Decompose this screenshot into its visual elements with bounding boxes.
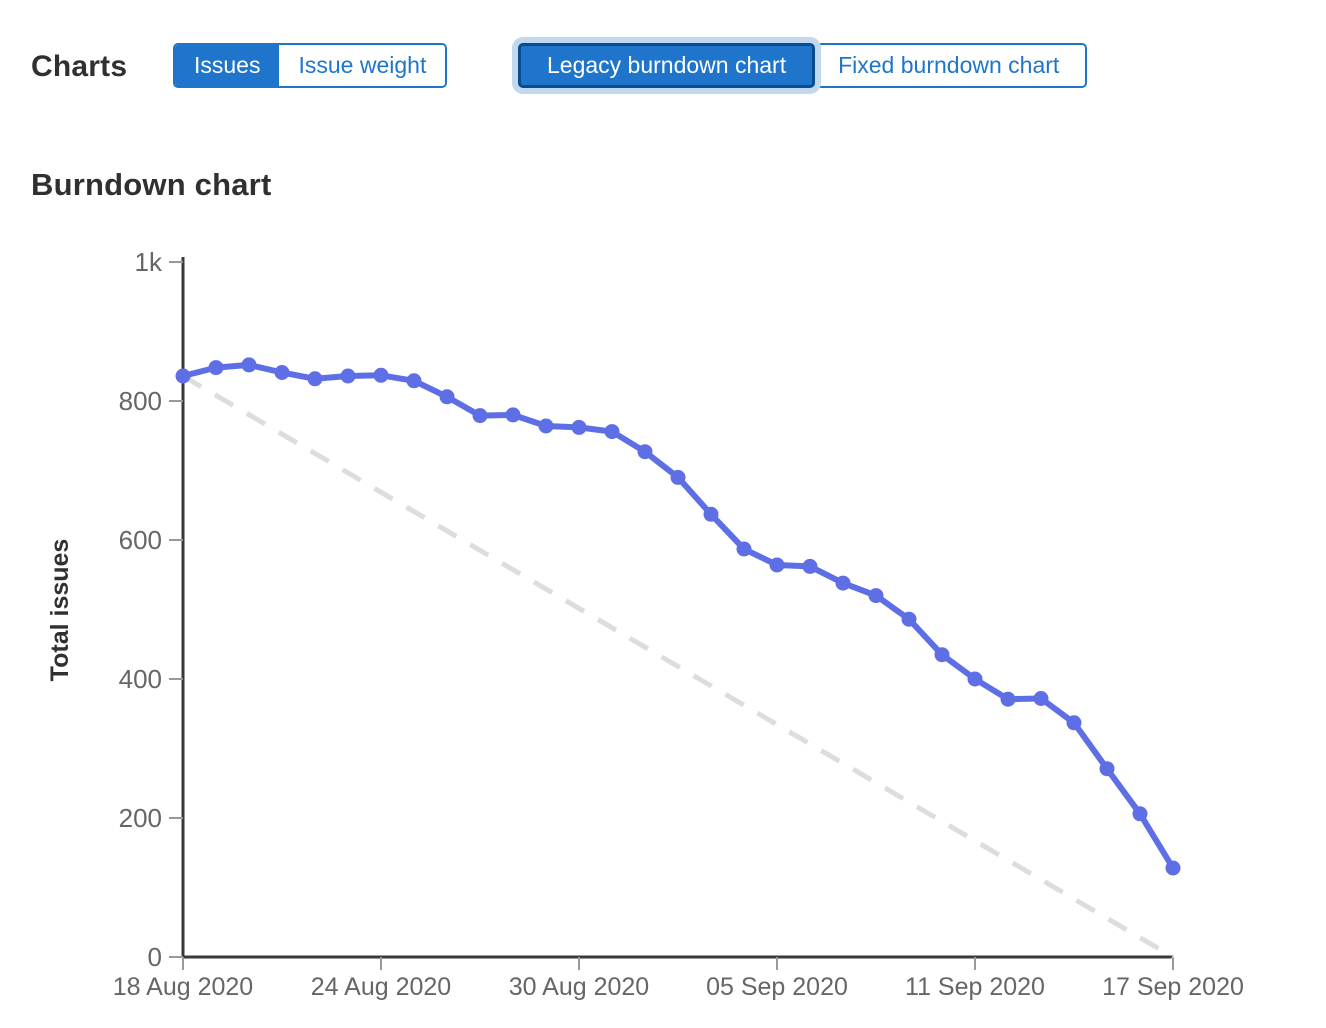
chart-axes: 0 200 400 600 800 1k 18 Aug 2020 24 Aug 2020 30 … bbox=[113, 247, 1244, 1001]
data-point[interactable] bbox=[901, 611, 917, 627]
x-tick-label: 05 Sep 2020 bbox=[706, 973, 848, 1001]
y-tick-label: 1k bbox=[135, 247, 163, 277]
data-point[interactable] bbox=[1000, 691, 1016, 707]
data-point[interactable] bbox=[538, 418, 554, 434]
y-axis-title: Total issues bbox=[46, 539, 74, 682]
data-point[interactable] bbox=[505, 407, 521, 423]
x-tick-label: 24 Aug 2020 bbox=[311, 973, 451, 1001]
data-point[interactable] bbox=[934, 647, 950, 663]
data-point[interactable] bbox=[307, 371, 323, 387]
data-point[interactable] bbox=[571, 419, 587, 435]
data-point[interactable] bbox=[670, 469, 686, 485]
data-point[interactable] bbox=[637, 444, 653, 460]
legacy-burndown-chart-button[interactable]: Legacy burndown chart bbox=[518, 43, 816, 88]
data-point[interactable] bbox=[406, 373, 422, 389]
data-point[interactable] bbox=[439, 389, 455, 405]
data-point[interactable] bbox=[604, 424, 620, 440]
y-tick-label: 200 bbox=[119, 803, 162, 833]
chart-type-toggle-group: Legacy burndown chart Fixed burndown cha… bbox=[518, 43, 1088, 88]
series-line bbox=[180, 361, 1176, 871]
guideline-layer bbox=[181, 373, 1175, 960]
data-point[interactable] bbox=[241, 357, 257, 373]
x-tick-label: 30 Aug 2020 bbox=[509, 973, 649, 1001]
data-point[interactable] bbox=[1099, 761, 1115, 777]
data-point[interactable] bbox=[208, 360, 224, 376]
data-point[interactable] bbox=[274, 365, 290, 380]
data-point[interactable] bbox=[1066, 715, 1082, 731]
x-tick-label: 17 Sep 2020 bbox=[1102, 973, 1244, 1001]
guideline bbox=[181, 373, 1175, 960]
y-tick-label: 600 bbox=[119, 525, 162, 555]
x-tick-label: 11 Sep 2020 bbox=[905, 973, 1045, 1001]
data-point[interactable] bbox=[868, 588, 884, 604]
y-tick-label: 0 bbox=[148, 942, 162, 972]
data-point[interactable] bbox=[835, 575, 851, 591]
issue-weight-button[interactable]: Issue weight bbox=[279, 45, 446, 86]
data-point[interactable] bbox=[1132, 806, 1148, 822]
issues-button[interactable]: Issues bbox=[175, 45, 280, 86]
data-point[interactable] bbox=[1033, 691, 1049, 706]
x-tick-label: 18 Aug 2020 bbox=[113, 973, 253, 1001]
data-point[interactable] bbox=[340, 368, 356, 384]
data-point[interactable] bbox=[175, 368, 191, 384]
page-title: Burndown chart bbox=[31, 167, 272, 202]
data-point[interactable] bbox=[769, 557, 785, 573]
charts-label: Charts bbox=[31, 50, 128, 83]
fixed-burndown-chart-button[interactable]: Fixed burndown chart bbox=[812, 43, 1088, 88]
data-point[interactable] bbox=[373, 367, 389, 383]
data-point[interactable] bbox=[736, 541, 752, 557]
metric-toggle-group: Issues Issue weight bbox=[173, 43, 448, 88]
series-layer bbox=[175, 357, 1181, 876]
data-point[interactable] bbox=[703, 506, 719, 522]
y-tick-label: 400 bbox=[119, 664, 162, 694]
data-point[interactable] bbox=[802, 558, 818, 574]
data-point[interactable] bbox=[967, 671, 983, 687]
data-point[interactable] bbox=[1165, 860, 1181, 876]
data-point[interactable] bbox=[472, 408, 488, 424]
charts-toolbar: Charts Issues Issue weight Legacy burndo… bbox=[0, 0, 1326, 130]
y-tick-label: 800 bbox=[119, 386, 162, 416]
